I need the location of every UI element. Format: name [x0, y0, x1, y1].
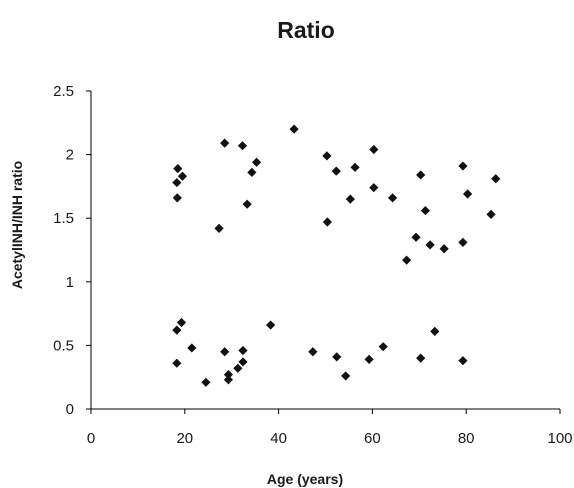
data-point — [331, 166, 341, 176]
x-tick-label: 20 — [176, 430, 193, 447]
data-points — [172, 124, 501, 387]
data-point — [430, 326, 440, 337]
y-axis-label: AcetylINH/INH ratio — [9, 161, 25, 289]
data-point — [332, 352, 342, 362]
x-tick-label: 0 — [87, 430, 95, 447]
data-point — [369, 183, 379, 193]
data-point — [439, 244, 449, 254]
x-axis-ticks — [90, 409, 561, 414]
x-tick-label: 60 — [364, 430, 381, 447]
data-point — [491, 174, 501, 184]
y-tick-label: 0 — [66, 401, 74, 418]
data-point — [402, 255, 412, 265]
chart-title: Ratio — [277, 17, 335, 43]
data-point — [369, 144, 379, 155]
data-point — [364, 354, 374, 364]
x-tick-label: 80 — [458, 430, 475, 447]
data-point — [242, 199, 252, 209]
data-point — [458, 356, 468, 366]
data-point — [458, 161, 468, 171]
data-point — [176, 317, 187, 328]
y-tick-label: 2 — [66, 147, 74, 164]
data-point — [345, 194, 355, 204]
data-point — [247, 167, 257, 178]
data-point — [214, 223, 224, 233]
data-point — [172, 177, 182, 188]
data-point — [289, 124, 299, 134]
data-point — [266, 320, 276, 330]
y-axis-tick-labels: 0 0.5 1 1.5 2 2.5 — [53, 83, 74, 418]
y-tick-label: 0.5 — [53, 337, 74, 354]
data-point — [172, 325, 182, 335]
data-point — [341, 371, 351, 381]
data-point — [238, 357, 248, 367]
y-tick-label: 2.5 — [53, 83, 74, 100]
data-point — [223, 375, 234, 385]
x-tick-label: 100 — [547, 430, 572, 447]
data-point — [463, 189, 473, 199]
y-tick-label: 1 — [66, 274, 74, 291]
data-point — [322, 217, 332, 227]
data-point — [177, 171, 188, 181]
data-point — [172, 358, 182, 368]
data-point — [350, 162, 360, 172]
data-point — [322, 151, 332, 161]
y-tick-label: 1.5 — [53, 210, 74, 227]
data-point — [486, 209, 496, 219]
data-point — [251, 157, 262, 167]
data-point — [173, 163, 183, 174]
data-point — [411, 232, 421, 242]
data-point — [378, 342, 388, 352]
x-axis-tick-labels: 0 20 40 60 80 100 — [87, 430, 573, 447]
data-point — [223, 370, 234, 380]
x-axis-label: Age (years) — [267, 471, 343, 487]
x-tick-label: 40 — [270, 430, 287, 447]
data-point — [416, 353, 426, 363]
data-point — [416, 170, 426, 180]
data-point — [220, 347, 230, 357]
data-point — [425, 240, 435, 250]
data-point — [201, 377, 211, 387]
data-point — [238, 345, 248, 356]
data-point — [237, 141, 248, 151]
data-point — [308, 347, 318, 357]
data-point — [387, 193, 398, 203]
data-point — [187, 343, 197, 353]
data-point — [458, 237, 468, 247]
y-axis-ticks — [86, 90, 91, 410]
data-point — [233, 363, 243, 373]
data-point — [220, 138, 230, 148]
data-point — [420, 205, 430, 216]
data-point — [172, 193, 182, 203]
